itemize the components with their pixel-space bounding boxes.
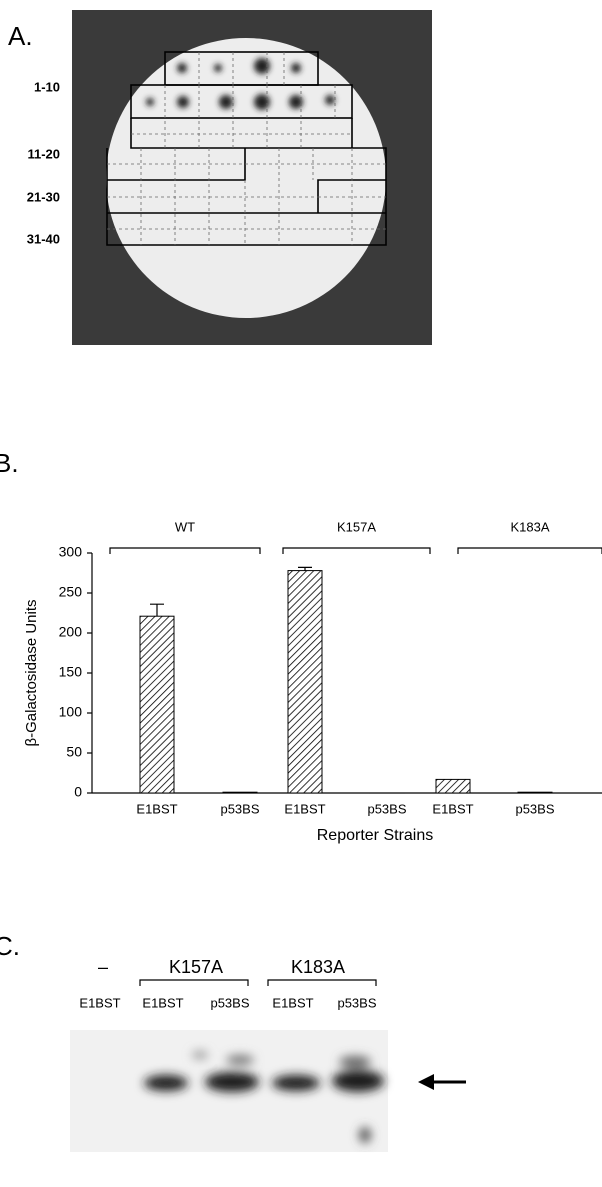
row-label: 31-40 xyxy=(27,231,60,246)
group-label: – xyxy=(98,957,108,977)
panel-label: B. xyxy=(0,448,19,478)
panel-label: C. xyxy=(0,931,20,961)
x-tick-label: p53BS xyxy=(367,801,406,816)
bar xyxy=(223,792,257,793)
row-label: 1-10 xyxy=(34,79,60,94)
lane-label: p53BS xyxy=(337,995,376,1010)
bar xyxy=(140,616,174,793)
y-tick-label: 50 xyxy=(66,744,82,760)
group-label: K157A xyxy=(169,957,223,977)
group-label: WT xyxy=(175,519,195,534)
y-tick-label: 100 xyxy=(59,704,83,720)
lane-label: E1BST xyxy=(272,995,313,1010)
group-bracket xyxy=(458,548,602,554)
y-axis-label: β-Galactosidase Units xyxy=(23,599,40,746)
group-label: K157A xyxy=(337,519,376,534)
x-tick-label: E1BST xyxy=(284,801,325,816)
x-tick-label: E1BST xyxy=(432,801,473,816)
blot-image xyxy=(70,1030,388,1152)
x-tick-label: E1BST xyxy=(136,801,177,816)
group-bracket xyxy=(110,548,260,554)
error-bar xyxy=(150,604,164,616)
group-bracket xyxy=(283,548,430,554)
plate-photo xyxy=(72,10,432,345)
y-tick-label: 150 xyxy=(59,664,83,680)
y-tick-label: 300 xyxy=(59,544,83,560)
lane-label: E1BST xyxy=(142,995,183,1010)
page: A. B. β-Galactosidase Units Reporter Str… xyxy=(0,0,602,1187)
group-label: K183A xyxy=(510,519,549,534)
lane-label: p53BS xyxy=(210,995,249,1010)
group-label: K183A xyxy=(291,957,345,977)
lane-brackets xyxy=(140,980,376,986)
arrow xyxy=(418,1074,466,1090)
y-tick-label: 200 xyxy=(59,624,83,640)
bar xyxy=(518,792,552,793)
x-tick-label: p53BS xyxy=(515,801,554,816)
y-tick-label: 0 xyxy=(74,784,82,800)
lane-label: E1BST xyxy=(79,995,120,1010)
x-tick-label: p53BS xyxy=(220,801,259,816)
panel-label: A. xyxy=(8,21,33,51)
x-axis-label: Reporter Strains xyxy=(317,827,434,844)
bar xyxy=(288,571,322,793)
y-tick-label: 250 xyxy=(59,584,83,600)
row-label: 21-30 xyxy=(27,189,60,204)
figure: A. B. β-Galactosidase Units Reporter Str… xyxy=(0,0,602,1182)
row-label: 11-20 xyxy=(27,146,60,161)
bar xyxy=(436,779,470,793)
